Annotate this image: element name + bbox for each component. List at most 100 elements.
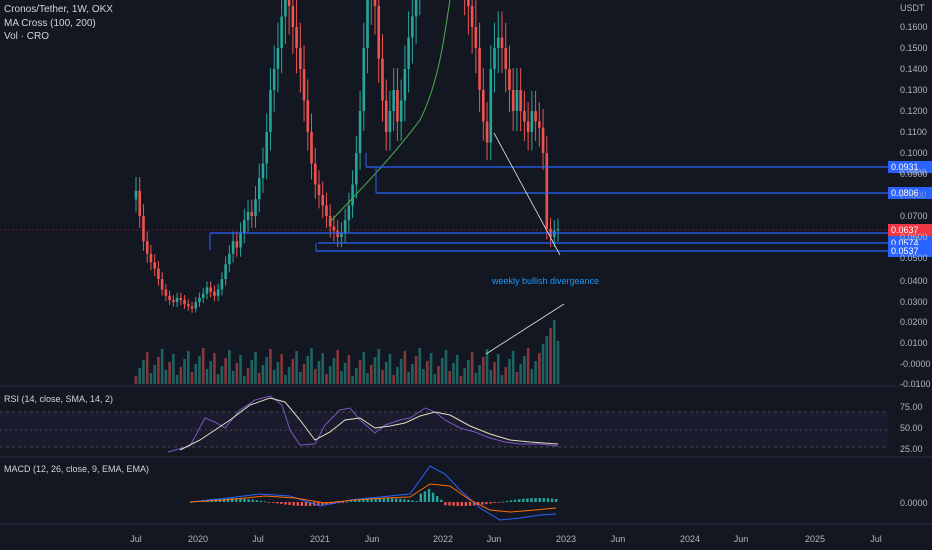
volume-bar [220, 366, 224, 384]
macd-hist-bar [276, 502, 279, 504]
candle-body [485, 121, 489, 143]
macd-hist-bar [329, 502, 332, 505]
x-tick-label: Jul [870, 534, 882, 544]
macd-hist-bar [460, 502, 463, 506]
candle-body [552, 230, 556, 237]
volume-bar [489, 370, 493, 384]
candles [134, 0, 560, 313]
macd-hist-bar [280, 502, 283, 505]
overlays: 0.09310.08060.06290.05740.05370.09000.08… [0, 0, 932, 355]
candle-body [336, 230, 339, 237]
rsi-pane: RSI (14, close, SMA, 14, 2) 75.00 50.00 25.… [0, 394, 923, 454]
volume-bar [142, 360, 145, 384]
candle-body [500, 37, 504, 48]
candle-body [321, 195, 325, 206]
macd-hist-bar [407, 499, 410, 502]
macd-hist-bar [509, 500, 513, 502]
candle-body [343, 220, 347, 233]
volume-bar [343, 363, 347, 384]
macd-hist-bar [518, 499, 521, 502]
volume-bar [369, 365, 373, 384]
candle-body [149, 253, 153, 263]
volume-bar [246, 368, 250, 384]
macd-hist-bar [468, 502, 472, 506]
volume-bar [351, 376, 354, 384]
candle-body [388, 111, 392, 132]
candle-body [164, 289, 168, 296]
macd-hist-bar [546, 498, 550, 502]
ma-cross-legend[interactable]: MA Cross (100, 200) [4, 18, 96, 29]
volume-bar [153, 365, 156, 384]
rsi-ma-line [179, 397, 559, 451]
macd-hist-bar [415, 500, 418, 502]
volume-bar [347, 355, 351, 384]
volume-bar [149, 373, 153, 384]
volume-bar [198, 356, 201, 384]
volume-bar [388, 354, 392, 384]
macd-hist-bar [427, 488, 431, 502]
volume-bar [519, 364, 522, 384]
candle-body [138, 190, 142, 216]
candle-body [403, 69, 407, 101]
macd-hist-bar [436, 496, 439, 502]
rsi-tick-label: 25.00 [900, 444, 923, 454]
macd-hist-bar [259, 500, 263, 502]
current-price-label: 0.0637 [891, 225, 919, 235]
volume-bar [538, 353, 541, 384]
macd-hist-bar [345, 501, 349, 503]
price-line-tag [888, 161, 932, 173]
volume-bar [231, 371, 235, 384]
macd-hist-bar [493, 502, 496, 503]
y-tick-label: 0.0100 [900, 338, 928, 348]
macd-hist-bar [239, 498, 242, 502]
volume-bar [530, 369, 534, 384]
candle-body [478, 48, 481, 90]
macd-hist-bar [382, 498, 386, 502]
macd-hist-bar [542, 498, 545, 502]
volume-bars [134, 320, 560, 384]
x-tick-label: 2022 [433, 534, 453, 544]
volume-bar [325, 374, 328, 384]
candle-body [515, 90, 519, 111]
volume-bar [444, 350, 448, 384]
volume-bar [534, 361, 537, 384]
volume-bar [186, 351, 190, 384]
volume-bar [276, 362, 280, 384]
macd-pane: MACD (12, 26, close, 9, EMA, EMA) 0.0000 [4, 464, 928, 521]
macd-hist-bar [538, 498, 541, 502]
macd-hist-bar [550, 498, 554, 502]
symbol-title[interactable]: Cronos/Tether, 1W, OKX [4, 4, 113, 15]
x-tick-label: 2021 [310, 534, 330, 544]
macd-hist-bar [395, 498, 398, 502]
volume-bar [175, 375, 179, 384]
volume-bar [209, 361, 212, 384]
volume-bar [164, 370, 168, 384]
macd-hist-bar [399, 498, 402, 502]
candle-body [355, 153, 358, 185]
volume-bar [425, 361, 429, 384]
candle-body [239, 232, 242, 248]
rsi-tick-label: 75.00 [900, 402, 923, 412]
price-line-tag [888, 187, 932, 199]
volume-bar [205, 369, 209, 384]
currency-label: USDT [900, 3, 925, 13]
candle-body [284, 0, 287, 17]
candle-body [467, 0, 470, 6]
volume-bar [474, 373, 478, 384]
candle-body [407, 37, 410, 69]
macd-hist-bar [501, 501, 504, 503]
macd-hist-bar [267, 502, 271, 503]
volume-bar [145, 352, 149, 384]
volume-legend[interactable]: Vol · CRO [4, 31, 50, 42]
macd-hist-bar [321, 502, 324, 506]
time-axis: Jul 2020 Jul 2021 Jun 2022 Jun 2023 Jun 2024 Jun 20… [130, 534, 882, 544]
candle-body [526, 121, 530, 132]
candle-body [340, 232, 343, 237]
volume-bar [429, 353, 433, 384]
macd-hist-bar [370, 498, 373, 502]
candle-body [493, 48, 496, 69]
candle-body [186, 304, 190, 307]
macd-hist-bar [292, 502, 295, 506]
candle-body [358, 111, 362, 153]
